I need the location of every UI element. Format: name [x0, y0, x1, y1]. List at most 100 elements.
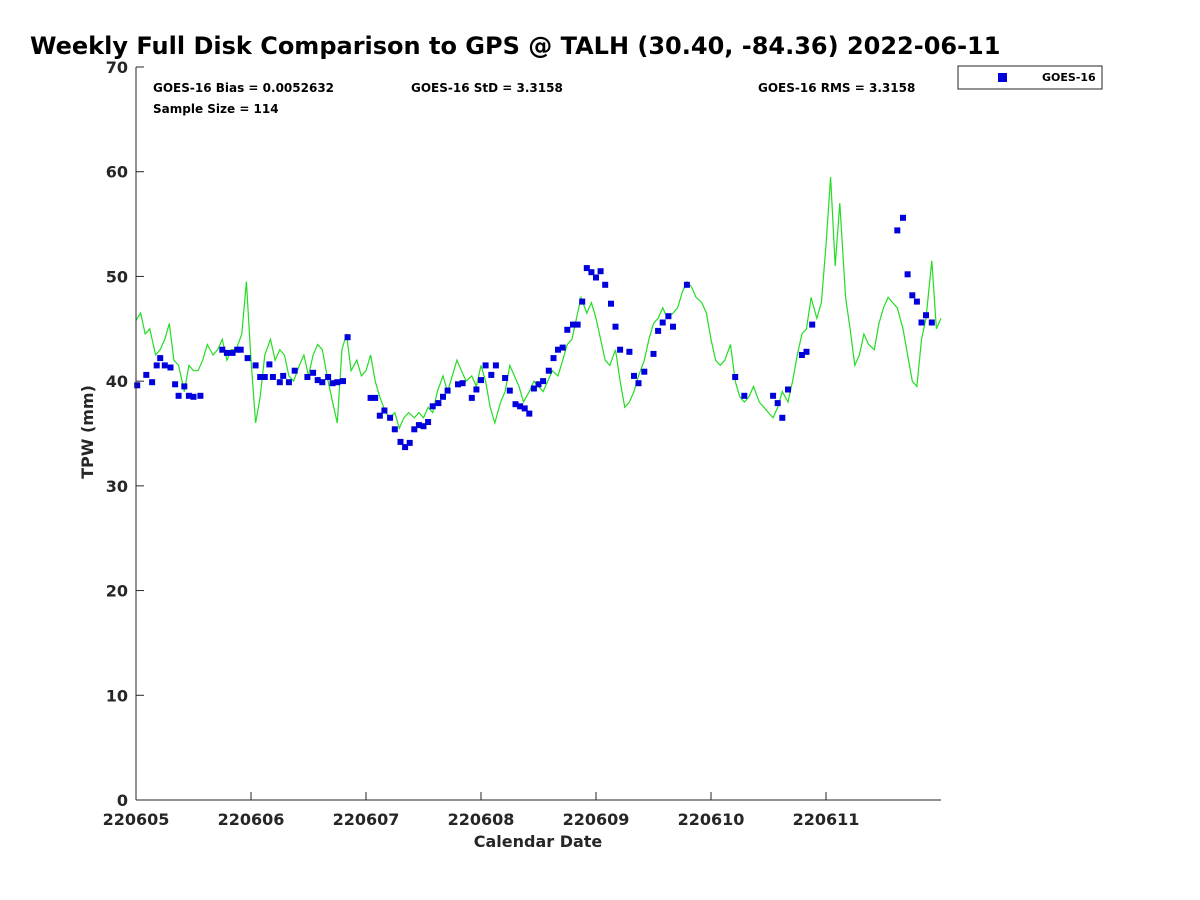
- goes16-point: [167, 364, 174, 371]
- goes16-point: [641, 368, 648, 375]
- goes16-point: [526, 410, 533, 417]
- goes16-point: [252, 362, 259, 369]
- goes16-point: [468, 394, 475, 401]
- goes16-point: [435, 400, 442, 407]
- goes16-point: [219, 346, 226, 353]
- goes16-point: [175, 392, 182, 399]
- goes16-point: [492, 362, 499, 369]
- goes16-point: [197, 392, 204, 399]
- goes16-point: [517, 403, 524, 410]
- goes16-point: [153, 362, 160, 369]
- goes16-point: [425, 419, 432, 425]
- y-tick-label: 40: [106, 372, 128, 391]
- goes16-point: [285, 379, 292, 386]
- goes16-point: [512, 401, 519, 408]
- goes16-point: [894, 227, 901, 234]
- y-tick-label: 70: [106, 58, 128, 77]
- goes16-point: [406, 439, 413, 446]
- goes16-point: [234, 346, 241, 353]
- goes16-point: [387, 414, 394, 421]
- goes16-point: [655, 327, 662, 334]
- x-tick-label: 220606: [218, 810, 285, 829]
- goes16-point: [650, 350, 657, 357]
- goes16-point: [310, 369, 317, 376]
- goes16-point: [340, 378, 346, 385]
- goes16-point: [913, 298, 920, 305]
- goes16-point: [157, 355, 164, 362]
- goes16-point: [928, 319, 935, 326]
- goes16-point: [397, 438, 404, 445]
- goes16-point: [909, 292, 916, 299]
- y-axis-label: TPW (mm): [78, 385, 97, 479]
- goes16-point: [670, 323, 676, 330]
- goes16-point: [381, 407, 388, 414]
- goes16-point: [143, 371, 150, 378]
- goes16-point: [276, 379, 283, 386]
- goes16-point: [741, 392, 748, 399]
- plot-area: [134, 176, 942, 451]
- goes16-point: [291, 367, 298, 374]
- x-tick-label: 220611: [793, 810, 860, 829]
- y-tick-label: 20: [106, 582, 128, 601]
- goes16-point: [223, 349, 230, 356]
- goes16-point: [659, 319, 666, 326]
- sample-size-stat: Sample Size = 114: [153, 102, 279, 116]
- goes16-point: [473, 386, 480, 393]
- goes16-point: [502, 375, 509, 381]
- goes16-point: [593, 274, 599, 281]
- goes16-point: [602, 281, 609, 288]
- x-tick-label: 220608: [448, 810, 515, 829]
- x-tick-label: 220609: [563, 810, 630, 829]
- goes16-point: [579, 298, 586, 305]
- goes16-point: [521, 405, 528, 412]
- goes16-point: [420, 423, 427, 430]
- goes16-point: [181, 383, 188, 390]
- goes16-point: [134, 382, 141, 389]
- x-tick-label: 220605: [103, 810, 170, 829]
- goes16-point: [545, 367, 552, 374]
- goes16-point: [334, 379, 341, 386]
- goes16-point: [535, 381, 542, 388]
- goes16-point: [172, 381, 179, 388]
- goes16-point: [612, 323, 619, 330]
- goes16-point: [506, 387, 513, 394]
- y-tick-label: 60: [106, 163, 128, 182]
- y-tick-label: 30: [106, 477, 128, 496]
- goes16-point: [244, 355, 251, 362]
- goes16-point: [237, 346, 244, 353]
- goes16-point: [190, 393, 197, 400]
- std-stat: GOES-16 StD = 3.3158: [411, 81, 563, 95]
- goes16-point: [440, 393, 446, 400]
- goes16-point: [376, 412, 383, 419]
- x-tick-label: 220607: [333, 810, 400, 829]
- y-tick-label: 0: [117, 791, 128, 810]
- goes16-point: [918, 319, 925, 326]
- goes16-point: [304, 374, 311, 380]
- goes16-point: [770, 392, 777, 399]
- goes16-point: [588, 269, 595, 276]
- goes16-point: [266, 361, 273, 368]
- goes16-point: [344, 334, 351, 341]
- goes16-point: [809, 321, 816, 328]
- legend-marker-goes16: [998, 73, 1007, 82]
- goes16-point: [550, 355, 557, 362]
- goes16-point: [261, 374, 268, 380]
- y-tick-label: 10: [106, 686, 128, 705]
- goes16-point: [798, 352, 805, 358]
- goes16-point: [900, 214, 906, 221]
- axes: 0 10 20 30 40 50 60 70 220605 220606 220607 220608 2…: [103, 58, 941, 829]
- goes16-point: [570, 321, 576, 328]
- goes16-point: [269, 374, 276, 380]
- goes16-point: [459, 380, 466, 387]
- legend: GOES-16: [957, 65, 1103, 90]
- goes16-point: [402, 444, 409, 451]
- goes16-point: [583, 265, 590, 272]
- goes16-point: [391, 426, 398, 433]
- goes16-point: [774, 400, 781, 407]
- goes16-point: [411, 426, 418, 433]
- goes16-point: [429, 403, 436, 410]
- goes16-point: [257, 374, 264, 380]
- x-tick-label: 220610: [678, 810, 745, 829]
